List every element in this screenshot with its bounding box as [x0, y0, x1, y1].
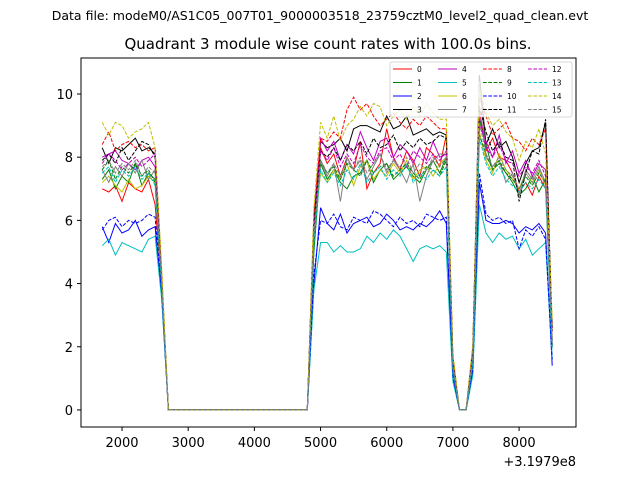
legend-entry-13: 13: [528, 79, 562, 88]
series-line-11: [101, 106, 553, 411]
legend-entry-7: 7: [438, 106, 467, 115]
legend-entry-1: 1: [393, 79, 422, 88]
legend-entry-10: 10: [483, 92, 517, 101]
legend-label: 3: [417, 106, 422, 115]
legend-label: 13: [552, 79, 562, 88]
legend-label: 8: [507, 65, 512, 74]
legend-label: 1: [417, 79, 422, 88]
legend-label: 14: [552, 92, 562, 101]
legend-label: 4: [462, 65, 467, 74]
y-tick-label: 8: [65, 151, 73, 166]
legend-label: 7: [462, 106, 467, 115]
legend-entry-9: 9: [483, 79, 512, 88]
legend-label: 11: [507, 106, 517, 115]
series-line-15: [101, 122, 553, 411]
x-tick-label: 6000: [370, 436, 403, 451]
chart-title: Quadrant 3 module wise count rates with …: [124, 35, 531, 53]
legend-label: 15: [552, 106, 562, 115]
x-tick-label: 2000: [105, 436, 138, 451]
x-tick-label: 7000: [436, 436, 469, 451]
series-line-10: [101, 172, 553, 411]
data-file-header: Data file: modeM0/AS1C05_007T01_90000035…: [52, 8, 589, 23]
axes-frame: [80, 57, 577, 428]
legend-label: 5: [462, 79, 467, 88]
y-tick-label: 6: [65, 214, 73, 229]
x-tick-label: 8000: [503, 436, 536, 451]
legend-label: 10: [507, 92, 517, 101]
x-tick-label: 4000: [238, 436, 271, 451]
series-line-13: [101, 138, 553, 411]
axis-ticks: 2000 3000 4000 5000 6000 7000 8000 0 2 4 6 8 10: [56, 88, 535, 451]
legend-entry-2: 2: [393, 92, 422, 101]
x-offset-label: +3.1979e8: [503, 455, 576, 470]
y-tick-label: 0: [65, 404, 73, 419]
legend-entry-12: 12: [528, 65, 562, 74]
legend-entry-8: 8: [483, 65, 512, 74]
y-tick-label: 4: [65, 278, 73, 293]
y-tick-label: 10: [56, 88, 73, 103]
series-line-5: [101, 204, 553, 411]
legend-entry-11: 11: [483, 106, 517, 115]
legend-label: 9: [507, 79, 512, 88]
legend-entry-5: 5: [438, 79, 467, 88]
legend-entry-15: 15: [528, 106, 562, 115]
series-line-4: [101, 125, 553, 411]
legend-box: [389, 61, 573, 118]
y-tick-label: 2: [65, 341, 73, 356]
legend-entry-3: 3: [393, 106, 422, 115]
legend-label: 0: [417, 65, 422, 74]
legend-label: 2: [417, 92, 422, 101]
legend-label: 12: [552, 65, 562, 74]
legend-label: 6: [462, 92, 467, 101]
legend-entry-4: 4: [438, 65, 467, 74]
legend-entry-14: 14: [528, 92, 562, 101]
legend-entry-0: 0: [393, 65, 422, 74]
series-lines: [101, 75, 553, 411]
series-line-2: [101, 182, 553, 411]
x-tick-label: 3000: [172, 436, 205, 451]
x-tick-label: 5000: [304, 436, 337, 451]
legend-entry-6: 6: [438, 92, 467, 101]
